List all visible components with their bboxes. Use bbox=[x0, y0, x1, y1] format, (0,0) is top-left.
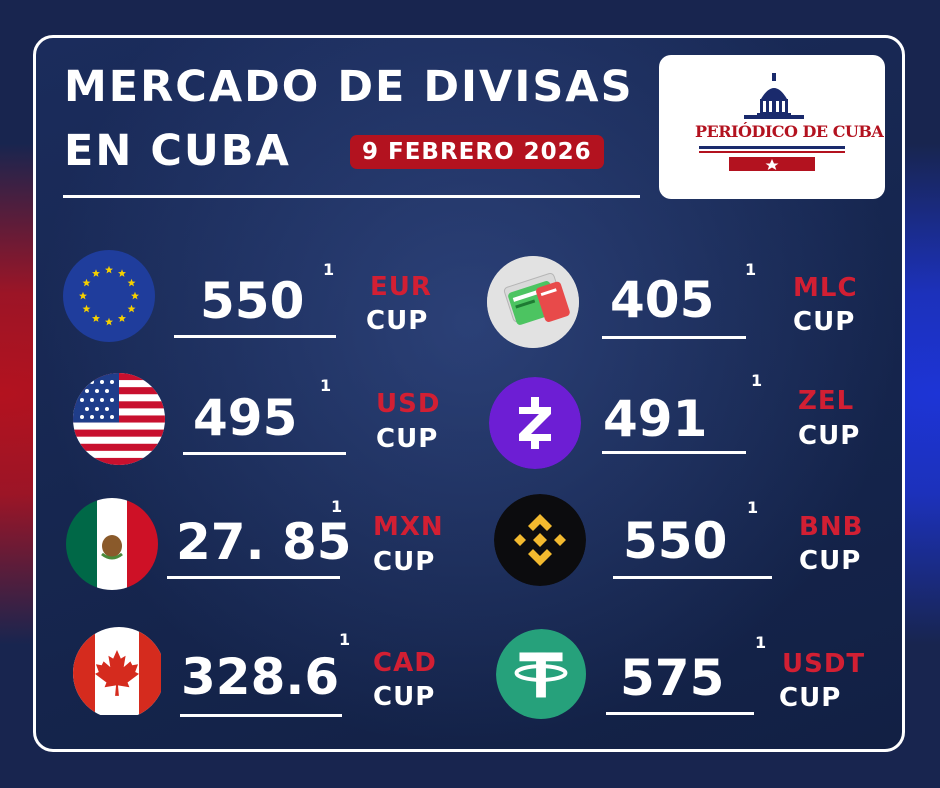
rate-footnote-mlc: 1 bbox=[745, 260, 757, 279]
rate-underline-eur bbox=[174, 335, 336, 338]
rate-value-eur: 550 bbox=[200, 272, 305, 330]
currency-code-usdt: USDT bbox=[782, 649, 866, 679]
eu-flag-icon bbox=[63, 250, 155, 342]
quote-code-usd: CUP bbox=[376, 424, 439, 454]
currency-code-eur: EUR bbox=[370, 272, 432, 302]
rate-underline-mxn bbox=[167, 576, 340, 579]
currency-code-usd: USD bbox=[376, 389, 441, 419]
rate-underline-usdt bbox=[606, 712, 754, 715]
rate-value-usdt: 575 bbox=[620, 649, 725, 707]
rate-footnote-eur: 1 bbox=[323, 260, 335, 279]
title-line-1: MERCADO DE DIVISAS bbox=[64, 62, 634, 112]
rate-underline-zel bbox=[602, 451, 746, 454]
rate-footnote-usd: 1 bbox=[320, 376, 332, 395]
capitol-icon bbox=[699, 73, 845, 171]
rate-value-mlc: 405 bbox=[610, 271, 715, 329]
rate-footnote-bnb: 1 bbox=[747, 498, 759, 517]
quote-code-eur: CUP bbox=[366, 306, 429, 336]
quote-code-bnb: CUP bbox=[799, 546, 862, 576]
currency-code-zel: ZEL bbox=[798, 386, 855, 416]
date-badge: 9 FEBRERO 2026 bbox=[350, 135, 604, 169]
rate-value-zel: 491 bbox=[603, 390, 708, 448]
rate-underline-bnb bbox=[613, 576, 772, 579]
rate-value-bnb: 550 bbox=[623, 512, 728, 570]
rate-footnote-cad: 1 bbox=[339, 630, 351, 649]
logo-wordmark: PERIÓDICO DE CUBA bbox=[695, 122, 884, 141]
title-line-2: EN CUBA bbox=[64, 126, 291, 176]
rate-value-cad: 328.6 bbox=[181, 648, 340, 706]
rate-underline-usd bbox=[183, 452, 346, 455]
rate-footnote-mxn: 1 bbox=[331, 497, 343, 516]
quote-code-usdt: CUP bbox=[779, 683, 842, 713]
mexico-flag-icon bbox=[66, 498, 158, 590]
currency-code-cad: CAD bbox=[373, 648, 437, 678]
rate-footnote-usdt: 1 bbox=[755, 633, 767, 652]
binance-icon bbox=[494, 494, 586, 586]
rates-panel: MERCADO DE DIVISAS EN CUBA 9 FEBRERO 202… bbox=[33, 35, 905, 752]
logo: PERIÓDICO DE CUBA bbox=[659, 55, 885, 199]
rate-value-mxn: 27. 85 bbox=[176, 513, 352, 571]
rate-footnote-zel: 1 bbox=[751, 371, 763, 390]
quote-code-zel: CUP bbox=[798, 421, 861, 451]
rate-underline-cad bbox=[180, 714, 342, 717]
canada-flag-icon bbox=[73, 627, 165, 719]
us-flag-icon bbox=[73, 373, 165, 465]
rate-underline-mlc bbox=[602, 336, 746, 339]
currency-code-bnb: BNB bbox=[799, 512, 864, 542]
quote-code-mxn: CUP bbox=[373, 547, 436, 577]
tether-icon bbox=[496, 629, 588, 721]
zelle-icon bbox=[489, 377, 581, 469]
title-divider bbox=[63, 195, 640, 198]
quote-code-cad: CUP bbox=[373, 682, 436, 712]
quote-code-mlc: CUP bbox=[793, 307, 856, 337]
currency-code-mxn: MXN bbox=[373, 512, 444, 542]
currency-code-mlc: MLC bbox=[793, 273, 858, 303]
mlc-cards-icon bbox=[487, 256, 579, 348]
rate-value-usd: 495 bbox=[193, 389, 298, 447]
